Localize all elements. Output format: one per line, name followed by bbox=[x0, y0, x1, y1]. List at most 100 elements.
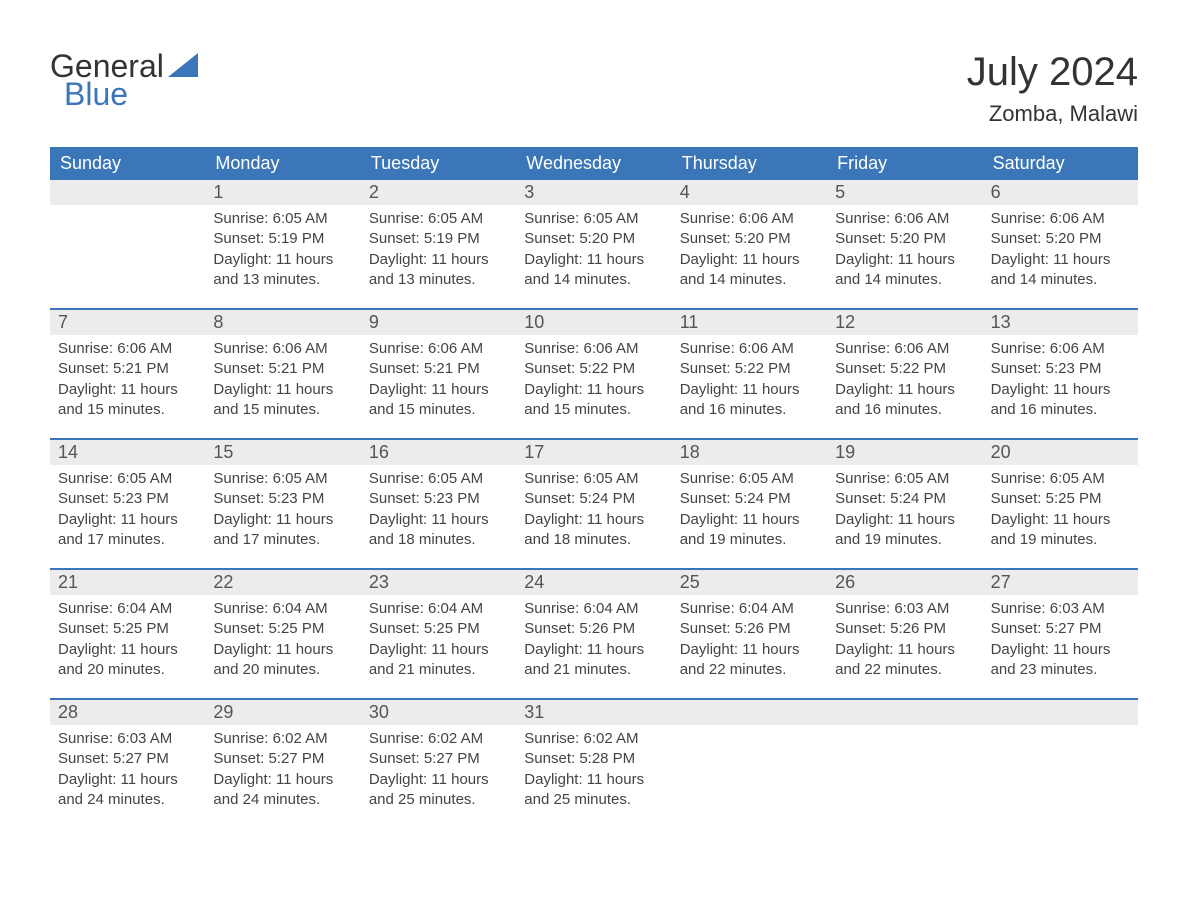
daylight-text-2: and 14 minutes. bbox=[991, 270, 1130, 290]
sunset-text: Sunset: 5:22 PM bbox=[524, 359, 663, 379]
calendar-day-cell: 11Sunrise: 6:06 AMSunset: 5:22 PMDayligh… bbox=[672, 310, 827, 420]
day-details: Sunrise: 6:02 AMSunset: 5:28 PMDaylight:… bbox=[516, 725, 671, 810]
day-details: Sunrise: 6:03 AMSunset: 5:27 PMDaylight:… bbox=[983, 595, 1138, 680]
calendar-day-cell: 26Sunrise: 6:03 AMSunset: 5:26 PMDayligh… bbox=[827, 570, 982, 680]
day-details: Sunrise: 6:02 AMSunset: 5:27 PMDaylight:… bbox=[361, 725, 516, 810]
day-number bbox=[827, 700, 982, 725]
daylight-text-2: and 19 minutes. bbox=[680, 530, 819, 550]
sunrise-text: Sunrise: 6:06 AM bbox=[524, 339, 663, 359]
day-number: 29 bbox=[205, 700, 360, 725]
calendar: Sunday Monday Tuesday Wednesday Thursday… bbox=[50, 147, 1138, 810]
day-number: 24 bbox=[516, 570, 671, 595]
calendar-page: General Blue July 2024 Zomba, Malawi Sun… bbox=[0, 0, 1188, 918]
day-details: Sunrise: 6:05 AMSunset: 5:24 PMDaylight:… bbox=[516, 465, 671, 550]
sunset-text: Sunset: 5:21 PM bbox=[58, 359, 197, 379]
calendar-day-cell: 13Sunrise: 6:06 AMSunset: 5:23 PMDayligh… bbox=[983, 310, 1138, 420]
daylight-text-1: Daylight: 11 hours bbox=[524, 510, 663, 530]
calendar-day-cell: 15Sunrise: 6:05 AMSunset: 5:23 PMDayligh… bbox=[205, 440, 360, 550]
sunrise-text: Sunrise: 6:03 AM bbox=[991, 599, 1130, 619]
daylight-text-1: Daylight: 11 hours bbox=[680, 380, 819, 400]
day-details: Sunrise: 6:06 AMSunset: 5:21 PMDaylight:… bbox=[205, 335, 360, 420]
sunset-text: Sunset: 5:20 PM bbox=[991, 229, 1130, 249]
day-details: Sunrise: 6:05 AMSunset: 5:23 PMDaylight:… bbox=[205, 465, 360, 550]
sunrise-text: Sunrise: 6:05 AM bbox=[524, 209, 663, 229]
sunset-text: Sunset: 5:26 PM bbox=[524, 619, 663, 639]
daylight-text-1: Daylight: 11 hours bbox=[524, 640, 663, 660]
day-number: 15 bbox=[205, 440, 360, 465]
daylight-text-1: Daylight: 11 hours bbox=[369, 770, 508, 790]
calendar-day-cell: 25Sunrise: 6:04 AMSunset: 5:26 PMDayligh… bbox=[672, 570, 827, 680]
calendar-day-cell bbox=[50, 180, 205, 290]
daylight-text-2: and 15 minutes. bbox=[58, 400, 197, 420]
daylight-text-2: and 15 minutes. bbox=[524, 400, 663, 420]
day-details: Sunrise: 6:04 AMSunset: 5:25 PMDaylight:… bbox=[50, 595, 205, 680]
day-number: 10 bbox=[516, 310, 671, 335]
day-number: 3 bbox=[516, 180, 671, 205]
sunset-text: Sunset: 5:27 PM bbox=[991, 619, 1130, 639]
day-details: Sunrise: 6:05 AMSunset: 5:19 PMDaylight:… bbox=[205, 205, 360, 290]
calendar-day-cell: 28Sunrise: 6:03 AMSunset: 5:27 PMDayligh… bbox=[50, 700, 205, 810]
sunrise-text: Sunrise: 6:06 AM bbox=[991, 209, 1130, 229]
daylight-text-1: Daylight: 11 hours bbox=[835, 510, 974, 530]
daylight-text-1: Daylight: 11 hours bbox=[835, 640, 974, 660]
calendar-day-cell: 6Sunrise: 6:06 AMSunset: 5:20 PMDaylight… bbox=[983, 180, 1138, 290]
day-details: Sunrise: 6:06 AMSunset: 5:20 PMDaylight:… bbox=[827, 205, 982, 290]
page-header: General Blue July 2024 Zomba, Malawi bbox=[50, 50, 1138, 127]
calendar-day-cell: 10Sunrise: 6:06 AMSunset: 5:22 PMDayligh… bbox=[516, 310, 671, 420]
day-number: 18 bbox=[672, 440, 827, 465]
sunrise-text: Sunrise: 6:03 AM bbox=[58, 729, 197, 749]
page-title: July 2024 bbox=[967, 50, 1138, 95]
sunset-text: Sunset: 5:25 PM bbox=[991, 489, 1130, 509]
sunset-text: Sunset: 5:19 PM bbox=[369, 229, 508, 249]
sunset-text: Sunset: 5:27 PM bbox=[369, 749, 508, 769]
sunset-text: Sunset: 5:23 PM bbox=[991, 359, 1130, 379]
daylight-text-1: Daylight: 11 hours bbox=[680, 510, 819, 530]
daylight-text-2: and 15 minutes. bbox=[213, 400, 352, 420]
daylight-text-2: and 20 minutes. bbox=[58, 660, 197, 680]
daylight-text-2: and 14 minutes. bbox=[835, 270, 974, 290]
sunrise-text: Sunrise: 6:03 AM bbox=[835, 599, 974, 619]
day-details: Sunrise: 6:05 AMSunset: 5:24 PMDaylight:… bbox=[672, 465, 827, 550]
day-details: Sunrise: 6:05 AMSunset: 5:20 PMDaylight:… bbox=[516, 205, 671, 290]
sunrise-text: Sunrise: 6:05 AM bbox=[680, 469, 819, 489]
day-number: 5 bbox=[827, 180, 982, 205]
day-details: Sunrise: 6:06 AMSunset: 5:21 PMDaylight:… bbox=[361, 335, 516, 420]
calendar-day-cell: 3Sunrise: 6:05 AMSunset: 5:20 PMDaylight… bbox=[516, 180, 671, 290]
sunset-text: Sunset: 5:20 PM bbox=[680, 229, 819, 249]
calendar-day-cell: 23Sunrise: 6:04 AMSunset: 5:25 PMDayligh… bbox=[361, 570, 516, 680]
brand-word-2: Blue bbox=[64, 78, 198, 110]
day-number: 2 bbox=[361, 180, 516, 205]
day-details: Sunrise: 6:06 AMSunset: 5:20 PMDaylight:… bbox=[983, 205, 1138, 290]
sunset-text: Sunset: 5:25 PM bbox=[213, 619, 352, 639]
day-details: Sunrise: 6:06 AMSunset: 5:22 PMDaylight:… bbox=[672, 335, 827, 420]
calendar-body: 1Sunrise: 6:05 AMSunset: 5:19 PMDaylight… bbox=[50, 180, 1138, 810]
day-number bbox=[50, 180, 205, 205]
sunrise-text: Sunrise: 6:06 AM bbox=[835, 209, 974, 229]
calendar-day-cell: 14Sunrise: 6:05 AMSunset: 5:23 PMDayligh… bbox=[50, 440, 205, 550]
day-number: 9 bbox=[361, 310, 516, 335]
day-number: 17 bbox=[516, 440, 671, 465]
daylight-text-1: Daylight: 11 hours bbox=[369, 250, 508, 270]
daylight-text-1: Daylight: 11 hours bbox=[213, 380, 352, 400]
calendar-day-cell: 7Sunrise: 6:06 AMSunset: 5:21 PMDaylight… bbox=[50, 310, 205, 420]
sunrise-text: Sunrise: 6:06 AM bbox=[680, 339, 819, 359]
sunrise-text: Sunrise: 6:06 AM bbox=[835, 339, 974, 359]
day-number: 28 bbox=[50, 700, 205, 725]
sunrise-text: Sunrise: 6:05 AM bbox=[213, 469, 352, 489]
daylight-text-1: Daylight: 11 hours bbox=[680, 640, 819, 660]
day-details: Sunrise: 6:05 AMSunset: 5:19 PMDaylight:… bbox=[361, 205, 516, 290]
sunset-text: Sunset: 5:21 PM bbox=[213, 359, 352, 379]
daylight-text-1: Daylight: 11 hours bbox=[991, 640, 1130, 660]
sunset-text: Sunset: 5:24 PM bbox=[524, 489, 663, 509]
sunset-text: Sunset: 5:27 PM bbox=[213, 749, 352, 769]
day-number: 21 bbox=[50, 570, 205, 595]
day-details: Sunrise: 6:06 AMSunset: 5:23 PMDaylight:… bbox=[983, 335, 1138, 420]
day-details: Sunrise: 6:05 AMSunset: 5:25 PMDaylight:… bbox=[983, 465, 1138, 550]
weekday-header: Tuesday bbox=[361, 147, 516, 180]
daylight-text-1: Daylight: 11 hours bbox=[680, 250, 819, 270]
calendar-day-cell: 5Sunrise: 6:06 AMSunset: 5:20 PMDaylight… bbox=[827, 180, 982, 290]
calendar-week: 7Sunrise: 6:06 AMSunset: 5:21 PMDaylight… bbox=[50, 308, 1138, 420]
calendar-day-cell bbox=[983, 700, 1138, 810]
daylight-text-1: Daylight: 11 hours bbox=[58, 510, 197, 530]
daylight-text-2: and 17 minutes. bbox=[58, 530, 197, 550]
